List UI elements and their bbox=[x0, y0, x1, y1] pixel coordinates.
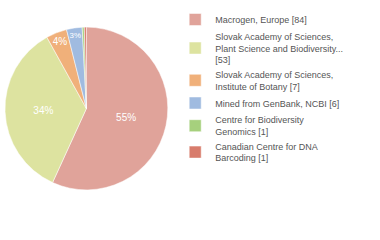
svg-text:4%: 4% bbox=[53, 36, 68, 47]
svg-text:Centre for BiodiversityGenomic: Centre for BiodiversityGenomics [1] bbox=[215, 115, 304, 137]
svg-text:3%: 3% bbox=[70, 31, 81, 40]
svg-text:55%: 55% bbox=[116, 112, 136, 123]
svg-text:Slovak Academy of Sciences,Ins: Slovak Academy of Sciences,Institute of … bbox=[215, 70, 333, 92]
svg-text:34%: 34% bbox=[33, 105, 53, 116]
svg-text:Macrogen, Europe [84]: Macrogen, Europe [84] bbox=[215, 15, 307, 25]
svg-text:Slovak Academy of Sciences,Pla: Slovak Academy of Sciences,Plant Science… bbox=[215, 32, 343, 65]
svg-text:Canadian Centre for DNABarcodi: Canadian Centre for DNABarcoding [1] bbox=[215, 142, 318, 164]
svg-text:Mined from GenBank, NCBI [6]: Mined from GenBank, NCBI [6] bbox=[215, 99, 339, 109]
